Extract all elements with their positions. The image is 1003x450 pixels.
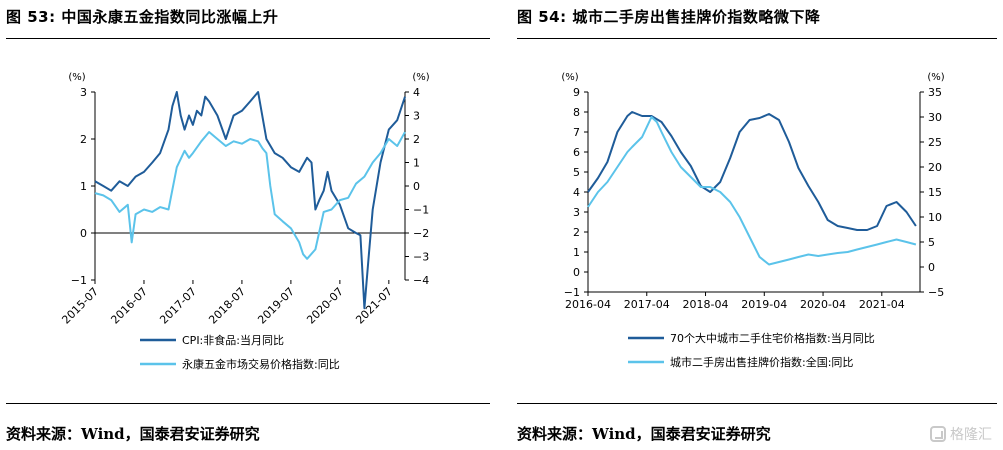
left-tick-label: 6 xyxy=(573,146,580,159)
right-tick-label: 1 xyxy=(413,157,420,170)
left-tick-label: 1 xyxy=(80,180,87,193)
right-tick-label: 35 xyxy=(928,86,942,99)
left-tick-label: 7 xyxy=(573,126,580,139)
right-tick-label: −2 xyxy=(413,227,429,240)
left-tick-label: 2 xyxy=(573,226,580,239)
title-rule xyxy=(517,38,997,39)
x-tick-label: 2020-07 xyxy=(304,285,346,327)
x-tick-label: 2020-04 xyxy=(800,298,846,311)
source-rule xyxy=(6,403,490,404)
right-axis-unit: (%) xyxy=(412,72,429,83)
right-tick-label: −4 xyxy=(413,274,429,287)
series-line-2 xyxy=(94,131,406,260)
right-tick-label: 4 xyxy=(413,86,420,99)
left-axis-unit: (%) xyxy=(68,72,85,83)
legend-label: 城市二手房出售挂牌价指数:全国:同比 xyxy=(670,355,853,369)
left-tick-label: 3 xyxy=(80,86,87,99)
right-tick-label: 0 xyxy=(928,261,935,274)
left-tick-label: 0 xyxy=(573,266,580,279)
right-tick-label: 2 xyxy=(413,133,420,146)
left-tick-label: −1 xyxy=(71,274,87,287)
x-tick-label: 2016-04 xyxy=(565,298,611,311)
left-tick-label: 4 xyxy=(573,186,580,199)
left-tick-label: 1 xyxy=(573,246,580,259)
x-tick-label: 2018-07 xyxy=(206,285,248,327)
series-line-1 xyxy=(587,111,917,231)
title-rule xyxy=(6,38,490,39)
x-tick-label: 2017-04 xyxy=(624,298,670,311)
left-axis-unit: (%) xyxy=(561,72,578,83)
figure-title: 图 54: 城市二手房出售挂牌价指数略微下降 xyxy=(517,8,821,26)
right-tick-label: −5 xyxy=(928,286,944,299)
left-tick-label: 2 xyxy=(80,133,87,146)
x-tick-label: 2018-04 xyxy=(683,298,729,311)
left-tick-label: 9 xyxy=(573,86,580,99)
right-tick-label: 15 xyxy=(928,186,942,199)
legend-label: CPI:非食品:当月同比 xyxy=(182,333,284,347)
left-tick-label: −1 xyxy=(564,286,580,299)
legend-label: 永康五金市场交易价格指数:同比 xyxy=(182,357,340,371)
right-tick-label: −1 xyxy=(413,204,429,217)
watermark-icon xyxy=(930,426,946,442)
right-tick-label: −3 xyxy=(413,251,429,264)
legend-label: 70个大中城市二手住宅价格指数:当月同比 xyxy=(670,331,875,345)
series-line-1 xyxy=(94,91,406,310)
x-tick-label: 2015-07 xyxy=(59,285,101,327)
left-tick-label: 5 xyxy=(573,166,580,179)
figure-54-chart: 9876543210−1(%)35302520151050−5(%)2016-0… xyxy=(561,72,944,369)
right-tick-label: 25 xyxy=(928,136,942,149)
x-tick-label: 2021-07 xyxy=(353,285,395,327)
right-tick-label: 30 xyxy=(928,111,942,124)
right-tick-label: 20 xyxy=(928,161,942,174)
source-rule xyxy=(517,403,997,404)
x-tick-label: 2016-07 xyxy=(108,285,150,327)
left-tick-label: 0 xyxy=(80,227,87,240)
left-tick-label: 3 xyxy=(573,206,580,219)
left-tick-label: 8 xyxy=(573,106,580,119)
x-tick-label: 2021-04 xyxy=(859,298,905,311)
x-tick-label: 2019-07 xyxy=(255,285,297,327)
right-tick-label: 0 xyxy=(413,180,420,193)
right-tick-label: 3 xyxy=(413,110,420,123)
source-note: 资料来源：Wind，国泰君安证券研究 xyxy=(517,425,771,443)
x-tick-label: 2019-04 xyxy=(741,298,787,311)
right-tick-label: 5 xyxy=(928,236,935,249)
series-line-2 xyxy=(587,116,917,266)
watermark-text: 格隆汇 xyxy=(950,427,992,443)
figure-title: 图 53: 中国永康五金指数同比涨幅上升 xyxy=(6,8,279,26)
right-axis-unit: (%) xyxy=(927,72,944,83)
x-tick-label: 2017-07 xyxy=(157,285,199,327)
right-tick-label: 10 xyxy=(928,211,942,224)
source-note: 资料来源：Wind，国泰君安证券研究 xyxy=(6,425,260,443)
watermark-logo: 格隆汇 xyxy=(930,424,998,444)
